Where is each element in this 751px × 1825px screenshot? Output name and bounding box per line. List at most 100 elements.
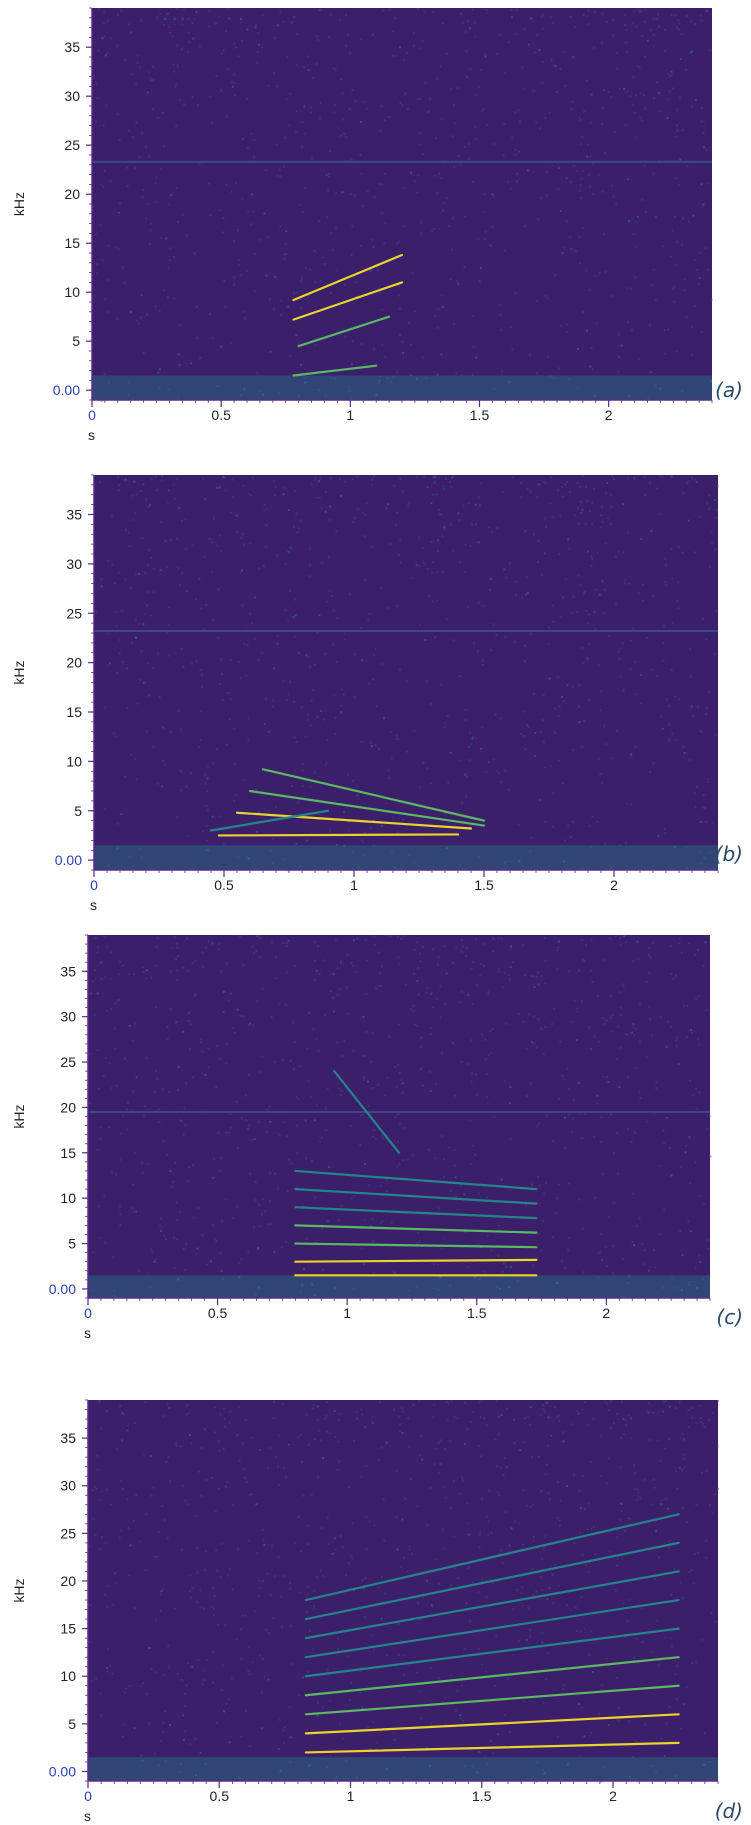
low-frequency-band <box>88 1757 718 1781</box>
harmonic-trace <box>304 1713 680 1735</box>
noise-texture <box>88 935 712 1299</box>
x-tick-label: 2 <box>610 877 618 893</box>
harmonic-trace <box>292 253 404 302</box>
x-tick-label: 2 <box>602 1305 610 1321</box>
harmonic-trace <box>292 364 378 377</box>
x-tick-label: 0 <box>84 1305 92 1321</box>
x-axis-title: s <box>84 1325 91 1341</box>
y-tick-label: 35 <box>60 1430 76 1446</box>
y-tick-label: 35 <box>60 963 76 979</box>
harmonic-trace <box>294 1224 538 1234</box>
harmonic-trace <box>235 811 473 830</box>
harmonic-trace <box>294 1169 538 1191</box>
y-tick-label: 25 <box>66 605 82 621</box>
y-axis-title: kHz <box>11 1104 27 1128</box>
y-tick-label: 5 <box>74 803 82 819</box>
y-tick-label: 10 <box>60 1190 76 1206</box>
x-axis-title: s <box>90 897 97 913</box>
x-tick-label: 2 <box>605 407 613 423</box>
y-tick-label: 30 <box>60 1009 76 1025</box>
y-tick-label: 0.00 <box>49 1763 76 1779</box>
x-axis-title: s <box>84 1808 91 1824</box>
x-tick-label: 1.5 <box>467 1305 487 1321</box>
x-axis-title: s <box>88 427 95 443</box>
harmonic-trace <box>297 315 391 348</box>
x-tick-label: 0 <box>90 877 98 893</box>
y-tick-label: 20 <box>64 186 80 202</box>
x-tick-label: 1 <box>350 877 358 893</box>
y-tick-label: 5 <box>68 1236 76 1252</box>
y-tick-label: 20 <box>60 1573 76 1589</box>
harmonic-trace <box>209 809 330 832</box>
y-tick-label: 15 <box>60 1621 76 1637</box>
harmonic-trace <box>294 1188 538 1205</box>
y-tick-label: 15 <box>64 235 80 251</box>
y-tick-label: 10 <box>64 284 80 300</box>
y-tick-label: 30 <box>64 88 80 104</box>
harmonic-trace <box>294 1242 538 1249</box>
noise-texture <box>88 1400 720 1783</box>
y-tick-label: 20 <box>60 1099 76 1115</box>
y-tick-label: 10 <box>60 1668 76 1684</box>
y-tick-label: 25 <box>60 1054 76 1070</box>
harmonic-trace <box>304 1598 680 1659</box>
x-tick-label: 0.5 <box>214 877 234 893</box>
noise-texture <box>94 475 719 872</box>
spectrogram-panel-d: 0.00 5 10 15 20 25 30 35 0 0.5 1 1.5 2 kHz s (d) <box>0 1395 751 1825</box>
y-axis-title: kHz <box>11 192 27 216</box>
x-tick-label: 0.5 <box>208 1305 228 1321</box>
y-tick-label: 15 <box>60 1145 76 1161</box>
spectrogram-panel-b: 0.00 5 10 15 20 25 30 35 0 0.5 1 1.5 2 kHz s (b) <box>0 465 751 913</box>
low-frequency-band <box>94 845 718 870</box>
y-tick-label: 15 <box>66 704 82 720</box>
panel-label-c: (c) <box>716 1305 743 1329</box>
x-tick-label: 1 <box>347 1788 355 1804</box>
y-tick-label: 35 <box>66 507 82 523</box>
x-tick-label: 0 <box>88 407 96 423</box>
harmonic-trace <box>304 1627 680 1678</box>
harmonic-trace <box>304 1570 680 1640</box>
plot-area <box>94 475 718 870</box>
x-tick-label: 1 <box>343 1305 351 1321</box>
y-tick-label: 25 <box>60 1525 76 1541</box>
plot-area <box>92 8 712 400</box>
harmonic-trace <box>333 1070 401 1154</box>
spectrogram-d-chart: 0.00 5 10 15 20 25 30 35 0 0.5 1 1.5 2 kHz s <box>11 1399 720 1824</box>
harmonic-trace <box>304 1541 680 1621</box>
panel-label-d: (d) <box>714 1799 743 1823</box>
low-frequency-band <box>88 1275 710 1298</box>
spectrogram-panel-a: 0.00 5 10 15 20 25 30 35 0 0.5 1 1.5 2 kHz s (a) <box>0 0 751 443</box>
y-axis-title: kHz <box>11 1578 27 1602</box>
x-tick-label: 1.5 <box>472 1788 492 1804</box>
low-frequency-band <box>92 375 712 400</box>
harmonic-trace <box>304 1513 680 1602</box>
noise-texture <box>92 8 713 402</box>
x-tick-label: 0 <box>84 1788 92 1804</box>
y-tick-label: 20 <box>66 655 82 671</box>
panel-label-b: (b) <box>714 842 743 866</box>
spectrogram-c-chart: 0.00 5 10 15 20 25 30 35 0 0.5 1 1.5 2 kHz s <box>11 934 712 1341</box>
y-tick-label: 0.00 <box>53 382 80 398</box>
y-tick-label: 35 <box>64 39 80 55</box>
y-tick-label: 0.00 <box>55 852 82 868</box>
y-tick-label: 25 <box>64 137 80 153</box>
x-tick-label: 1.5 <box>474 877 494 893</box>
spectrogram-a-chart: 0.00 5 10 15 20 25 30 35 0 0.5 1 1.5 2 kHz s <box>11 7 713 443</box>
harmonic-trace <box>294 1258 538 1263</box>
plot-area <box>88 935 710 1298</box>
y-tick-label: 0.00 <box>49 1281 76 1297</box>
y-tick-label: 30 <box>66 556 82 572</box>
x-tick-label: 2 <box>609 1788 617 1804</box>
y-tick-label: 30 <box>60 1478 76 1494</box>
panel-label-a: (a) <box>715 378 743 402</box>
x-tick-label: 0.5 <box>210 1788 230 1804</box>
harmonic-trace <box>292 281 404 321</box>
harmonic-trace <box>304 1656 680 1697</box>
harmonic-trace <box>304 1741 680 1754</box>
harmonic-trace <box>294 1206 538 1220</box>
x-tick-label: 1 <box>346 407 354 423</box>
y-tick-label: 10 <box>66 753 82 769</box>
y-tick-label: 5 <box>72 333 80 349</box>
harmonic-trace <box>217 833 460 837</box>
x-tick-label: 0.5 <box>211 407 231 423</box>
